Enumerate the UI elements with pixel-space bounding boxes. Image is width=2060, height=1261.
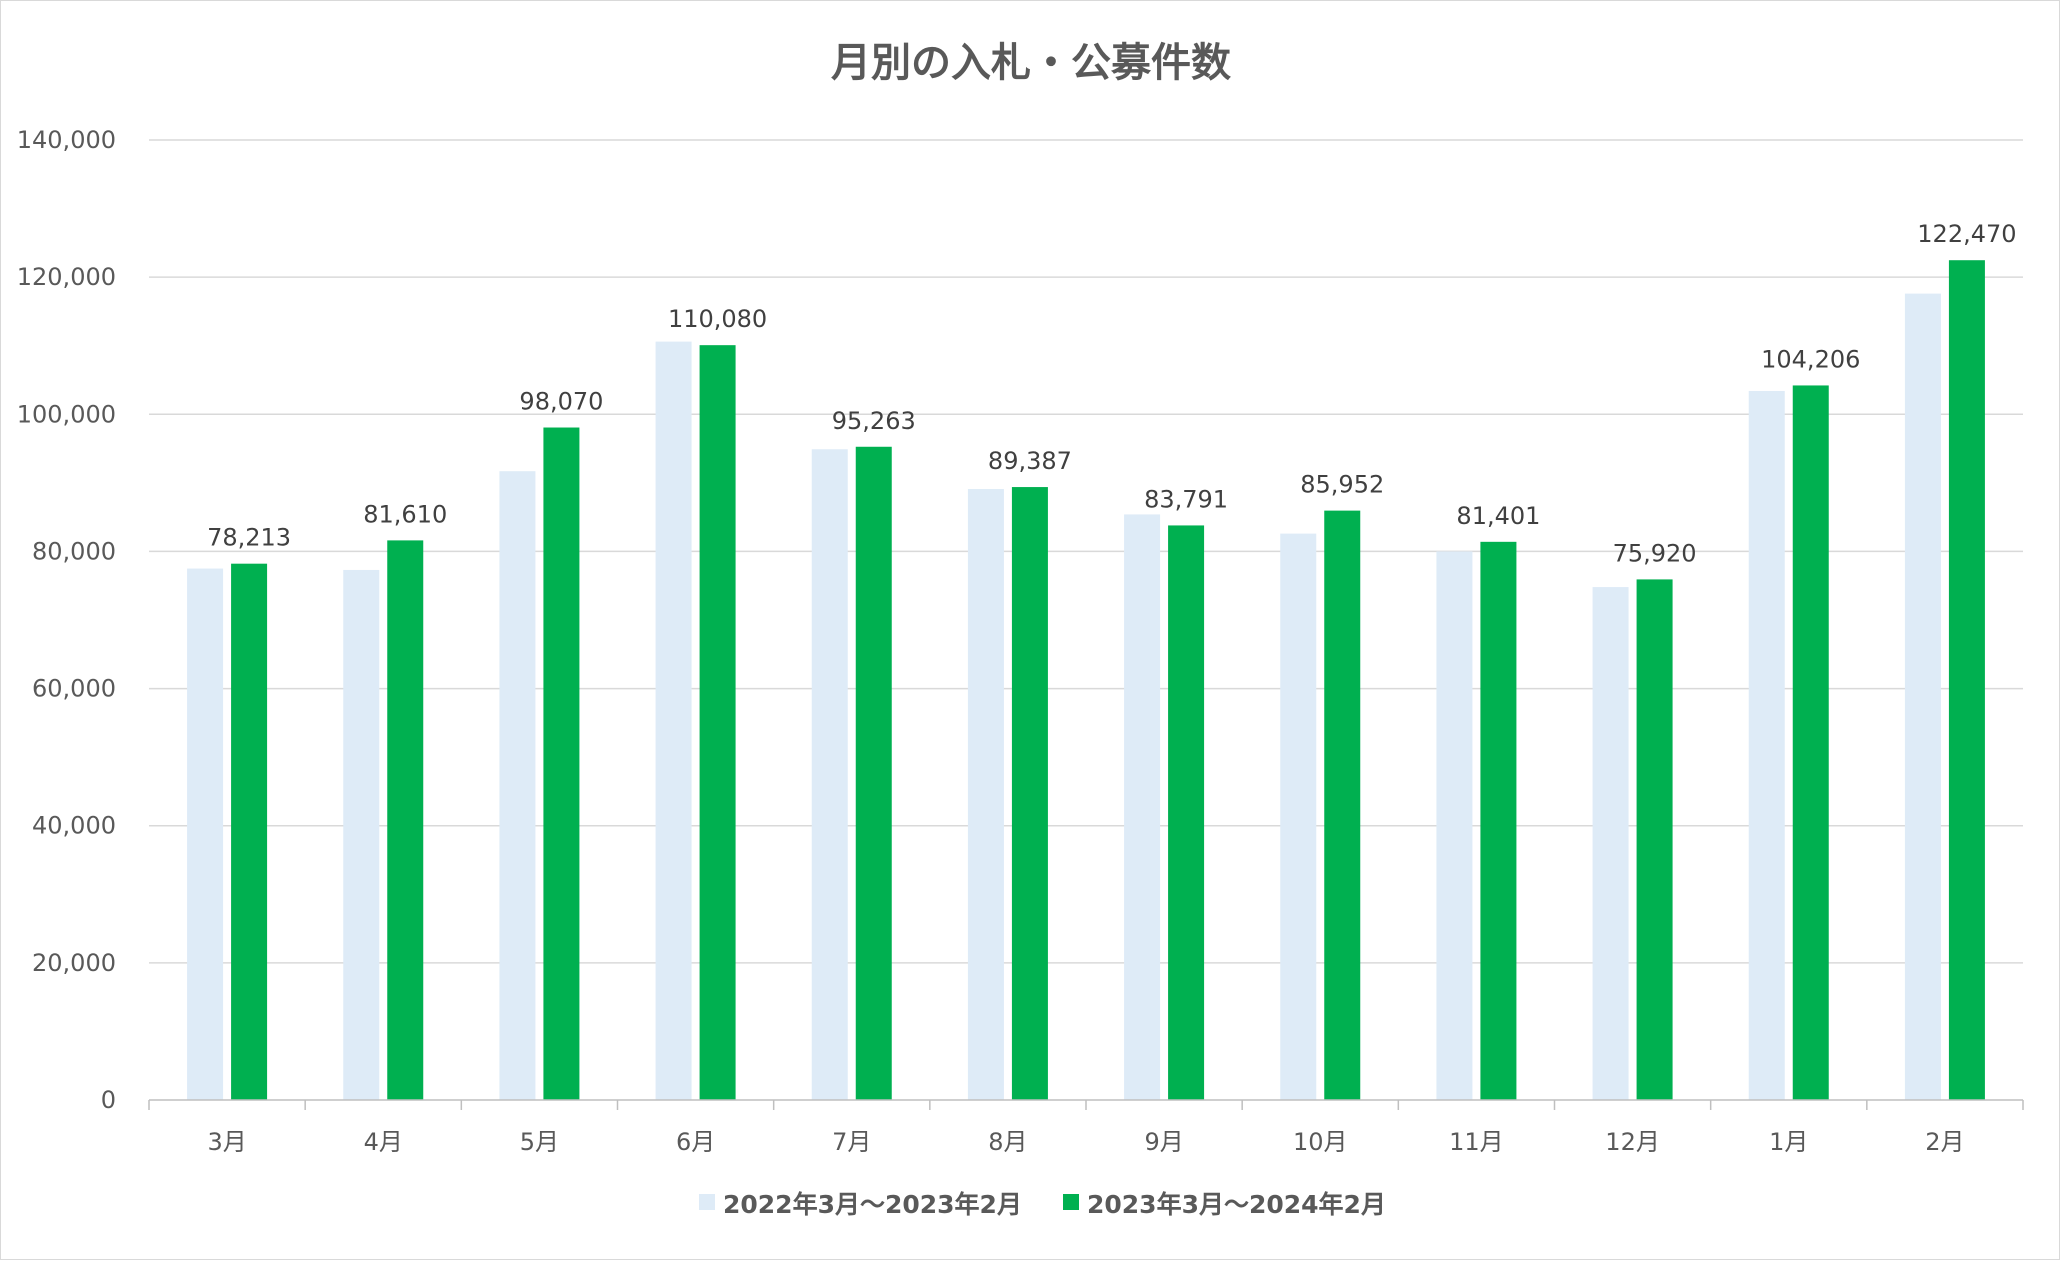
- legend-label: 2022年3月～2023年2月: [723, 1190, 1022, 1219]
- bar-series-2: [543, 427, 580, 1100]
- bar-series-1: [1436, 551, 1473, 1100]
- x-tick-label: 5月: [520, 1128, 559, 1156]
- legend: 2022年3月～2023年2月 2023年3月～2024年2月: [699, 1190, 1386, 1219]
- gridlines: [149, 139, 2023, 964]
- legend-swatch: [699, 1194, 715, 1210]
- y-tick-label: 40,000: [32, 812, 116, 840]
- data-label: 95,263: [832, 407, 916, 435]
- bar-series-1: [1748, 390, 1785, 1100]
- bar-series-1: [1904, 293, 1941, 1101]
- data-label: 81,610: [363, 500, 447, 528]
- bar-series-2: [231, 563, 268, 1100]
- x-tick-label: 8月: [988, 1128, 1027, 1156]
- x-tick-label: 9月: [1144, 1128, 1183, 1156]
- bar-series-1: [187, 568, 224, 1100]
- bar-series-2: [1324, 510, 1361, 1100]
- bar-series-2: [1792, 385, 1829, 1100]
- bar-series-1: [967, 489, 1004, 1100]
- bar-series-2: [1948, 260, 1985, 1101]
- x-tick-label: 1月: [1769, 1128, 1808, 1156]
- bar-series-1: [655, 341, 692, 1101]
- bar-series-2: [1011, 487, 1048, 1101]
- legend-swatch: [1063, 1194, 1079, 1210]
- x-tick-label: 7月: [832, 1128, 871, 1156]
- bar-series-1: [499, 471, 536, 1100]
- y-axis-ticks: 0 20,000 40,000 60,000 80,000 100,000 120,000 1…: [17, 126, 116, 1114]
- x-tick-label: 12月: [1605, 1128, 1660, 1156]
- chart-title: 月別の入札・公募件数: [831, 40, 1231, 86]
- data-label: 83,791: [1144, 485, 1228, 513]
- bar-series-1: [811, 449, 848, 1100]
- x-tick-label: 11月: [1449, 1128, 1504, 1156]
- y-tick-label: 0: [101, 1086, 116, 1114]
- data-label: 98,070: [519, 388, 603, 416]
- x-tick-label: 10月: [1293, 1128, 1348, 1156]
- bar-series-2: [1168, 525, 1205, 1100]
- data-label: 85,952: [1300, 471, 1384, 499]
- y-tick-label: 100,000: [17, 400, 116, 428]
- data-label: 89,387: [988, 447, 1072, 475]
- bar-series-1: [1124, 514, 1161, 1100]
- bar-series-2: [387, 540, 424, 1100]
- legend-label: 2023年3月～2024年2月: [1087, 1190, 1386, 1219]
- y-tick-label: 120,000: [17, 263, 116, 291]
- bars: [187, 260, 1985, 1101]
- x-tick-label: 2月: [1925, 1128, 1964, 1156]
- data-label: 75,920: [1613, 539, 1697, 567]
- data-label: 81,401: [1456, 502, 1540, 530]
- x-tick-label: 3月: [207, 1128, 246, 1156]
- data-label: 104,206: [1761, 345, 1860, 373]
- data-labels: 78,213 81,610 98,070 110,080 95,263 89,387 83,…: [207, 220, 2016, 567]
- x-tick-label: 6月: [676, 1128, 715, 1156]
- bar-series-2: [1636, 579, 1673, 1100]
- bar-series-1: [1592, 587, 1629, 1100]
- y-tick-label: 60,000: [32, 675, 116, 703]
- bar-series-2: [699, 345, 736, 1100]
- bar-series-2: [1480, 541, 1517, 1100]
- data-label: 110,080: [668, 305, 767, 333]
- data-label: 122,470: [1917, 220, 2016, 248]
- x-tick-label: 4月: [364, 1128, 403, 1156]
- bar-series-1: [1280, 533, 1317, 1100]
- bar-series-2: [855, 446, 892, 1100]
- bar-series-1: [343, 569, 380, 1100]
- y-tick-label: 20,000: [32, 949, 116, 977]
- y-tick-label: 140,000: [17, 126, 116, 154]
- data-label: 78,213: [207, 524, 291, 552]
- y-tick-label: 80,000: [32, 537, 116, 565]
- x-axis: 3月 4月 5月 6月 7月 8月 9月 10月 11月 12月 1月 2月: [148, 1099, 2024, 1156]
